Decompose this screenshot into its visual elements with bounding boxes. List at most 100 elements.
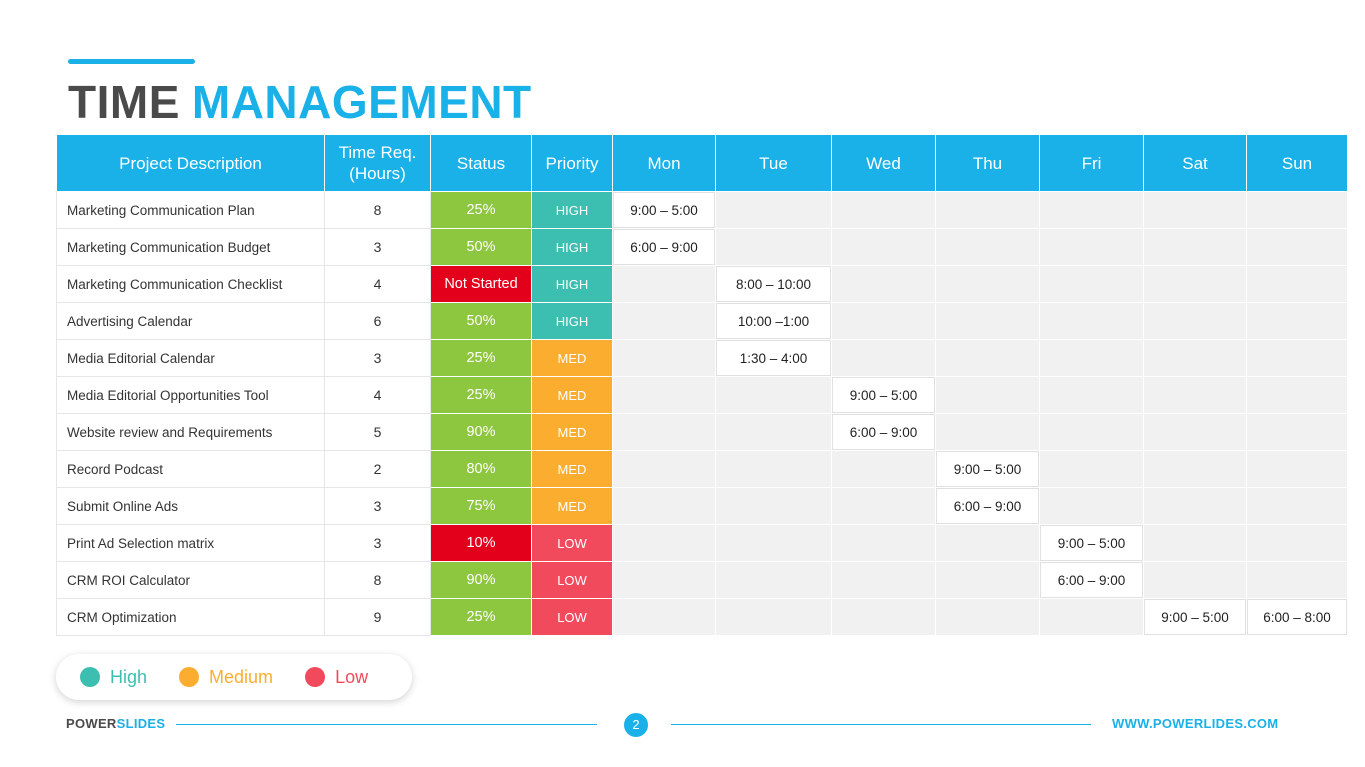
header-thu: Thu	[935, 134, 1040, 192]
day-cell-mon: 9:00 – 5:00	[612, 191, 716, 229]
page-number-badge: 2	[624, 713, 648, 737]
footer-brand-slides: SLIDES	[116, 716, 166, 731]
day-cell-fri	[1039, 376, 1144, 414]
title-word-management: MANAGEMENT	[191, 76, 532, 128]
header-priority: Priority	[531, 134, 613, 192]
table-row: Media Editorial Calendar 3 25% MED 1:30 – 4:…	[56, 339, 1348, 377]
project-description-cell: Record Podcast	[56, 450, 325, 488]
day-cell-wed	[831, 450, 936, 488]
day-cell-wed	[831, 191, 936, 229]
priority-badge: MED	[531, 376, 613, 414]
day-cell-wed	[831, 561, 936, 599]
status-badge: 80%	[430, 450, 532, 488]
page-title: TIME MANAGEMENT	[68, 74, 532, 130]
day-cell-fri	[1039, 450, 1144, 488]
header-status: Status	[430, 134, 532, 192]
status-badge: 25%	[430, 598, 532, 636]
legend-high-label: High	[110, 666, 148, 687]
day-cell-mon	[612, 450, 716, 488]
priority-legend: High Medium Low	[56, 654, 412, 700]
table-row: Marketing Communication Checklist 4 Not St…	[56, 265, 1348, 303]
day-cell-sun	[1246, 524, 1348, 562]
hours-cell: 6	[324, 302, 431, 340]
day-cell-sat	[1143, 524, 1247, 562]
day-cell-thu: 9:00 – 5:00	[935, 450, 1040, 488]
header-mon: Mon	[612, 134, 716, 192]
day-cell-sat	[1143, 339, 1247, 377]
day-cell-mon	[612, 598, 716, 636]
footer-url-link[interactable]: WWW.POWERLIDES.COM	[1112, 716, 1279, 731]
day-cell-mon	[612, 265, 716, 303]
day-cell-tue	[715, 561, 832, 599]
day-cell-sun	[1246, 376, 1348, 414]
footer-brand: POWERSLIDES	[66, 716, 165, 731]
day-cell-sun	[1246, 487, 1348, 525]
header-sat: Sat	[1143, 134, 1247, 192]
priority-badge: MED	[531, 339, 613, 377]
day-cell-sun	[1246, 561, 1348, 599]
day-cell-sat	[1143, 265, 1247, 303]
day-cell-thu	[935, 376, 1040, 414]
day-cell-tue	[715, 487, 832, 525]
legend-low-dot-icon	[305, 667, 326, 687]
legend-high-dot-icon	[80, 667, 100, 687]
day-cell-wed: 9:00 – 5:00	[831, 376, 936, 414]
day-cell-sun	[1246, 413, 1348, 451]
day-cell-fri	[1039, 302, 1144, 340]
day-cell-sun	[1246, 450, 1348, 488]
day-cell-mon	[612, 561, 716, 599]
hours-cell: 3	[324, 487, 431, 525]
legend-item-high: High	[80, 667, 147, 688]
status-badge: Not Started	[430, 265, 532, 303]
table-row: CRM ROI Calculator 8 90% LOW 6:00 – 9:00	[56, 561, 1348, 599]
status-badge: 25%	[430, 376, 532, 414]
title-accent-bar	[68, 59, 195, 64]
header-tue: Tue	[715, 134, 832, 192]
day-cell-tue: 1:30 – 4:00	[715, 339, 832, 377]
header-time-required: Time Req. (Hours)	[324, 134, 431, 192]
project-description-cell: CRM Optimization	[56, 598, 325, 636]
table-header-row: Project Description Time Req. (Hours) Statu…	[56, 134, 1348, 192]
hours-cell: 8	[324, 561, 431, 599]
day-cell-fri	[1039, 487, 1144, 525]
hours-cell: 3	[324, 524, 431, 562]
header-sun: Sun	[1246, 134, 1348, 192]
hours-cell: 8	[324, 191, 431, 229]
day-cell-sat	[1143, 487, 1247, 525]
project-description-cell: Submit Online Ads	[56, 487, 325, 525]
priority-badge: LOW	[531, 598, 613, 636]
table-header: Project Description Time Req. (Hours) Statu…	[56, 134, 1348, 192]
hours-cell: 9	[324, 598, 431, 636]
status-badge: 25%	[430, 191, 532, 229]
project-description-cell: Print Ad Selection matrix	[56, 524, 325, 562]
priority-badge: HIGH	[531, 228, 613, 266]
day-cell-mon	[612, 302, 716, 340]
status-badge: 50%	[430, 228, 532, 266]
day-cell-thu: 6:00 – 9:00	[935, 487, 1040, 525]
day-cell-sun	[1246, 265, 1348, 303]
priority-badge: MED	[531, 413, 613, 451]
day-cell-tue	[715, 598, 832, 636]
day-cell-fri	[1039, 228, 1144, 266]
day-cell-thu	[935, 339, 1040, 377]
day-cell-fri	[1039, 413, 1144, 451]
table-row: CRM Optimization 9 25% LOW 9:00 – 5:00 6:00 –…	[56, 598, 1348, 636]
day-cell-sun	[1246, 228, 1348, 266]
hours-cell: 4	[324, 265, 431, 303]
day-cell-tue: 8:00 – 10:00	[715, 265, 832, 303]
day-cell-fri	[1039, 339, 1144, 377]
hours-cell: 3	[324, 339, 431, 377]
status-badge: 75%	[430, 487, 532, 525]
day-cell-thu	[935, 228, 1040, 266]
table-row: Marketing Communication Plan 8 25% HIGH 9:00…	[56, 191, 1348, 229]
table-row: Submit Online Ads 3 75% MED 6:00 – 9:00	[56, 487, 1348, 525]
hours-cell: 2	[324, 450, 431, 488]
day-cell-fri	[1039, 265, 1144, 303]
day-cell-mon	[612, 376, 716, 414]
day-cell-mon	[612, 339, 716, 377]
hours-cell: 3	[324, 228, 431, 266]
day-cell-fri: 9:00 – 5:00	[1039, 524, 1144, 562]
day-cell-fri	[1039, 191, 1144, 229]
day-cell-tue	[715, 376, 832, 414]
day-cell-fri	[1039, 598, 1144, 636]
